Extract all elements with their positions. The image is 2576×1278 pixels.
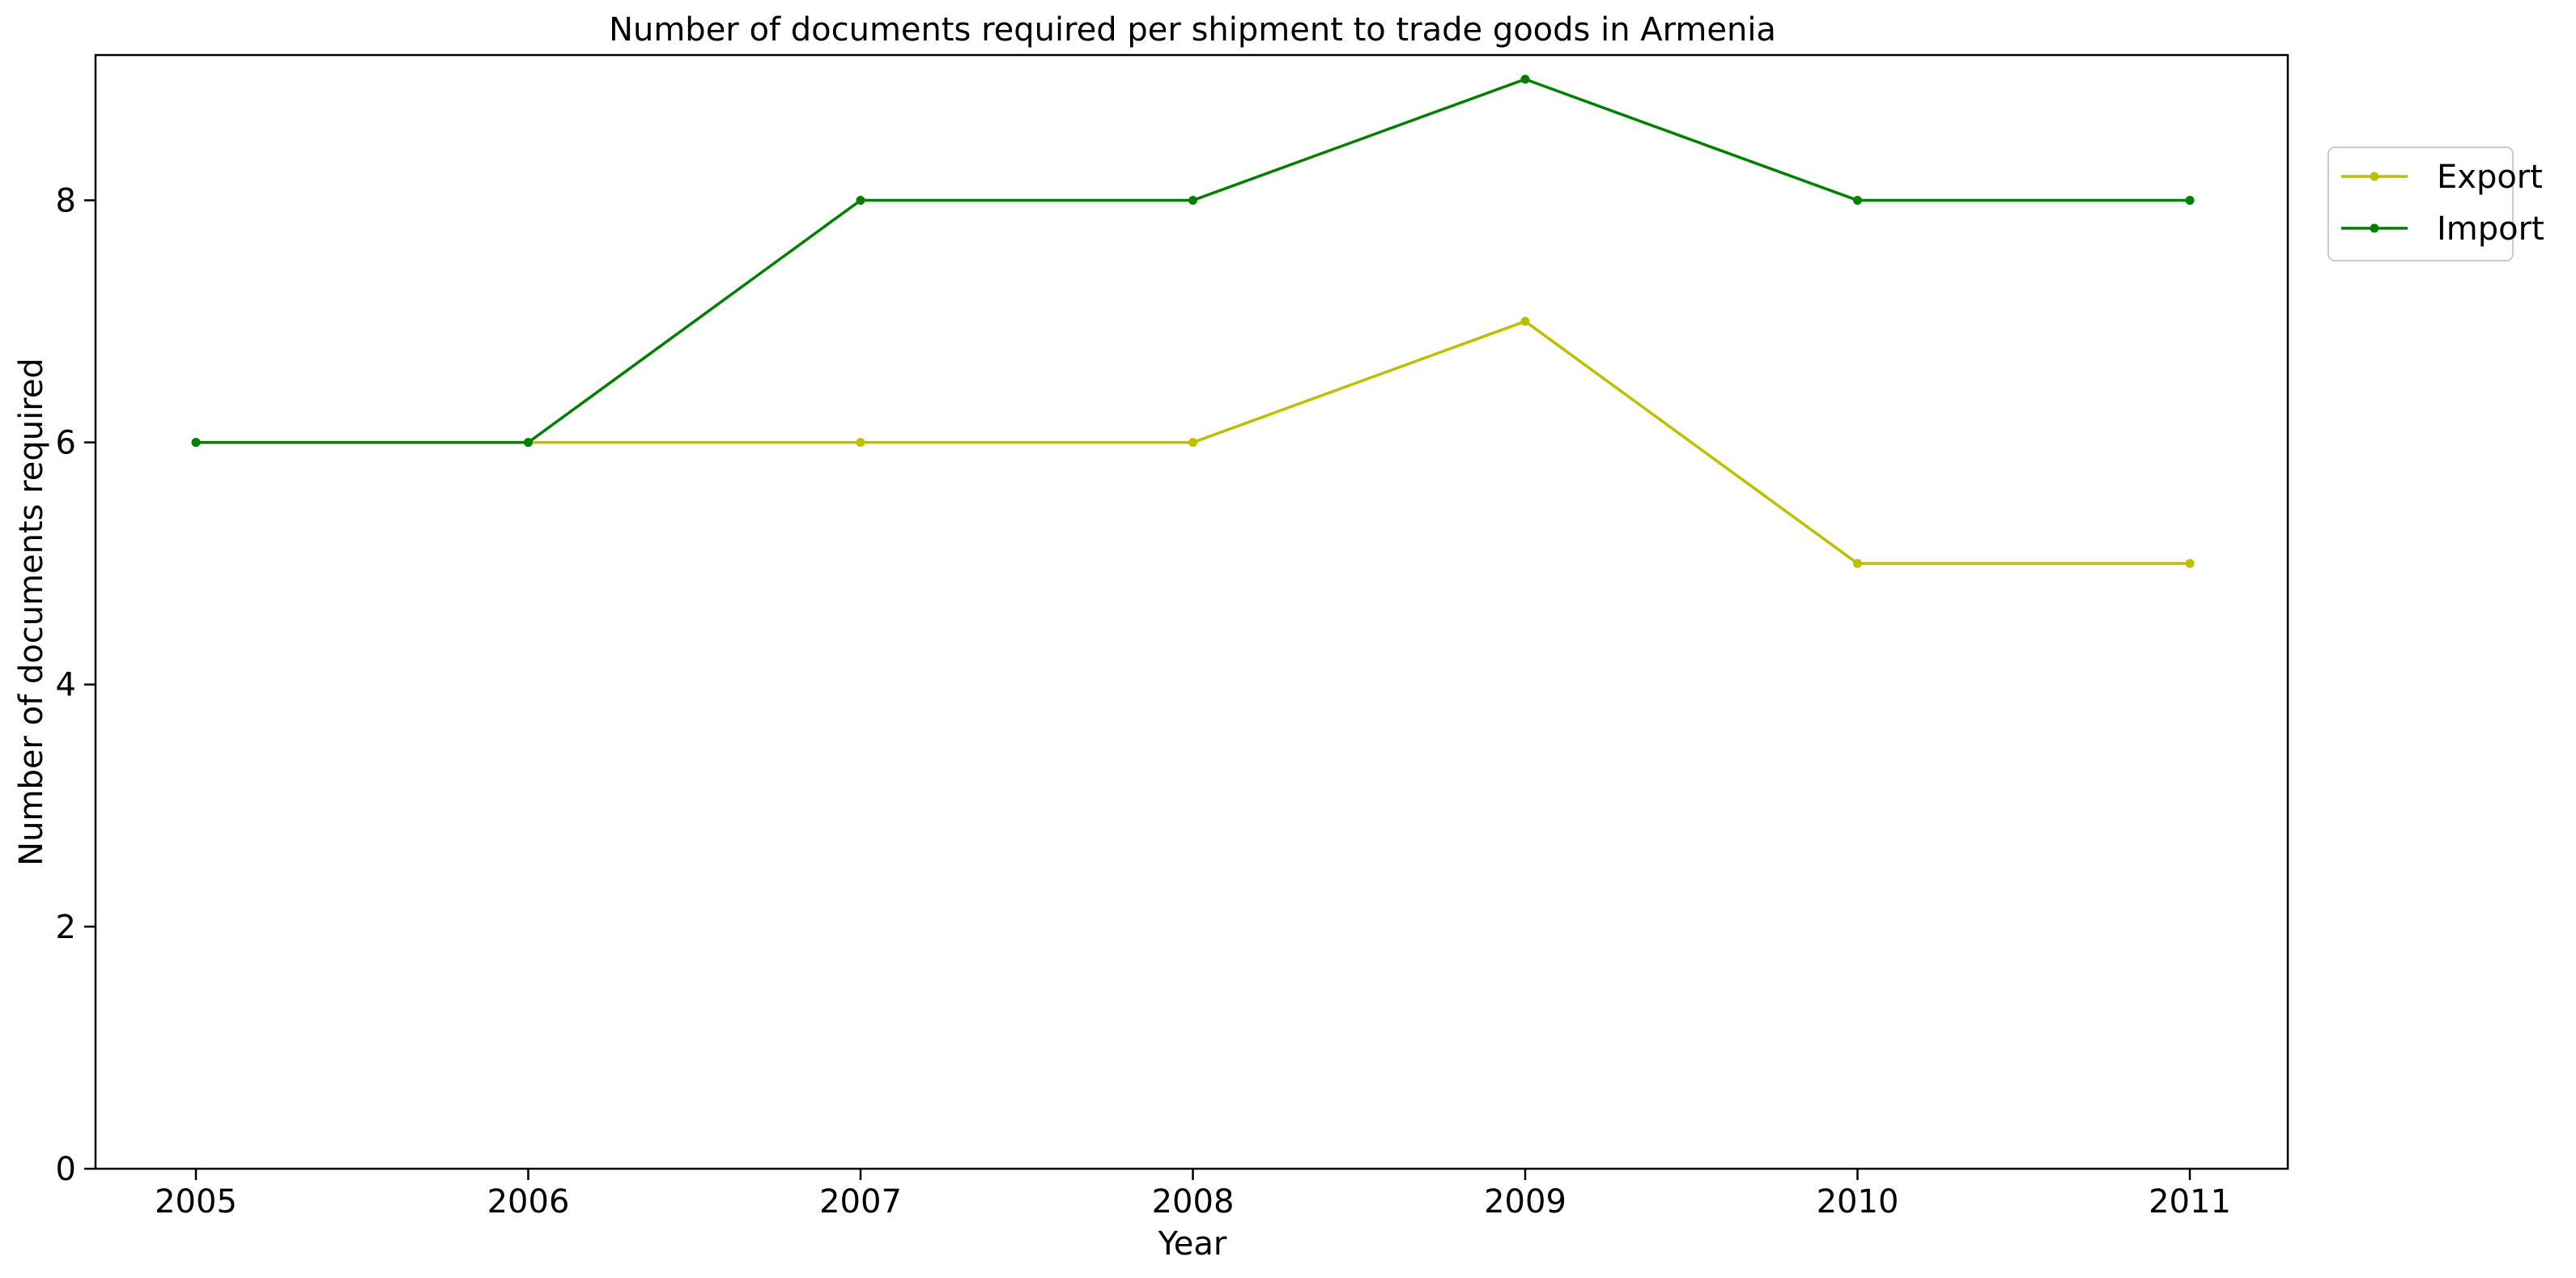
x-tick-label: 2008	[1152, 1183, 1235, 1221]
y-tick-label: 8	[56, 182, 76, 219]
import-data-point	[191, 438, 201, 448]
export-data-point	[2185, 558, 2195, 568]
import-legend-label: Import	[2437, 210, 2544, 248]
x-tick-label: 2010	[1817, 1183, 1899, 1221]
export-data-point	[856, 438, 865, 448]
chart-title: Number of documents required per shipmen…	[609, 11, 1776, 49]
legend: Export Import	[2327, 146, 2544, 261]
import-legend-marker	[2370, 223, 2379, 233]
export-data-point	[1853, 558, 1862, 568]
x-tick-label: 2005	[155, 1183, 237, 1221]
export-data-point	[1520, 316, 1530, 326]
import-data-point	[524, 438, 533, 448]
series-layer	[191, 74, 2195, 568]
import-data-point	[1188, 195, 1197, 205]
export-legend-marker	[2370, 172, 2379, 181]
export-data-point	[1188, 438, 1197, 448]
plot-area	[94, 53, 2289, 1170]
y-tick-label: 4	[56, 667, 76, 704]
import-data-point	[2185, 195, 2195, 205]
y-tick-label: 0	[56, 1151, 76, 1188]
y-tick-label: 6	[56, 425, 76, 462]
x-tick-label: 2007	[819, 1183, 902, 1221]
import-data-point	[1520, 74, 1530, 84]
y-tick-label: 2	[56, 909, 76, 946]
export-legend-label: Export	[2437, 159, 2543, 196]
import-data-point	[1853, 195, 1862, 205]
x-tick-label: 2009	[1484, 1183, 1566, 1221]
x-tick-label: 2006	[487, 1183, 570, 1221]
y-axis-label: Number of documents required	[13, 358, 50, 866]
x-axis: 2005 2006 2007 2008 2009 2010 2011	[155, 1169, 2231, 1221]
x-axis-label: Year	[1158, 1225, 1227, 1263]
import-data-point	[856, 195, 865, 205]
x-tick-label: 2011	[2149, 1183, 2231, 1221]
y-axis: 0 2 4 6 8	[56, 182, 96, 1188]
